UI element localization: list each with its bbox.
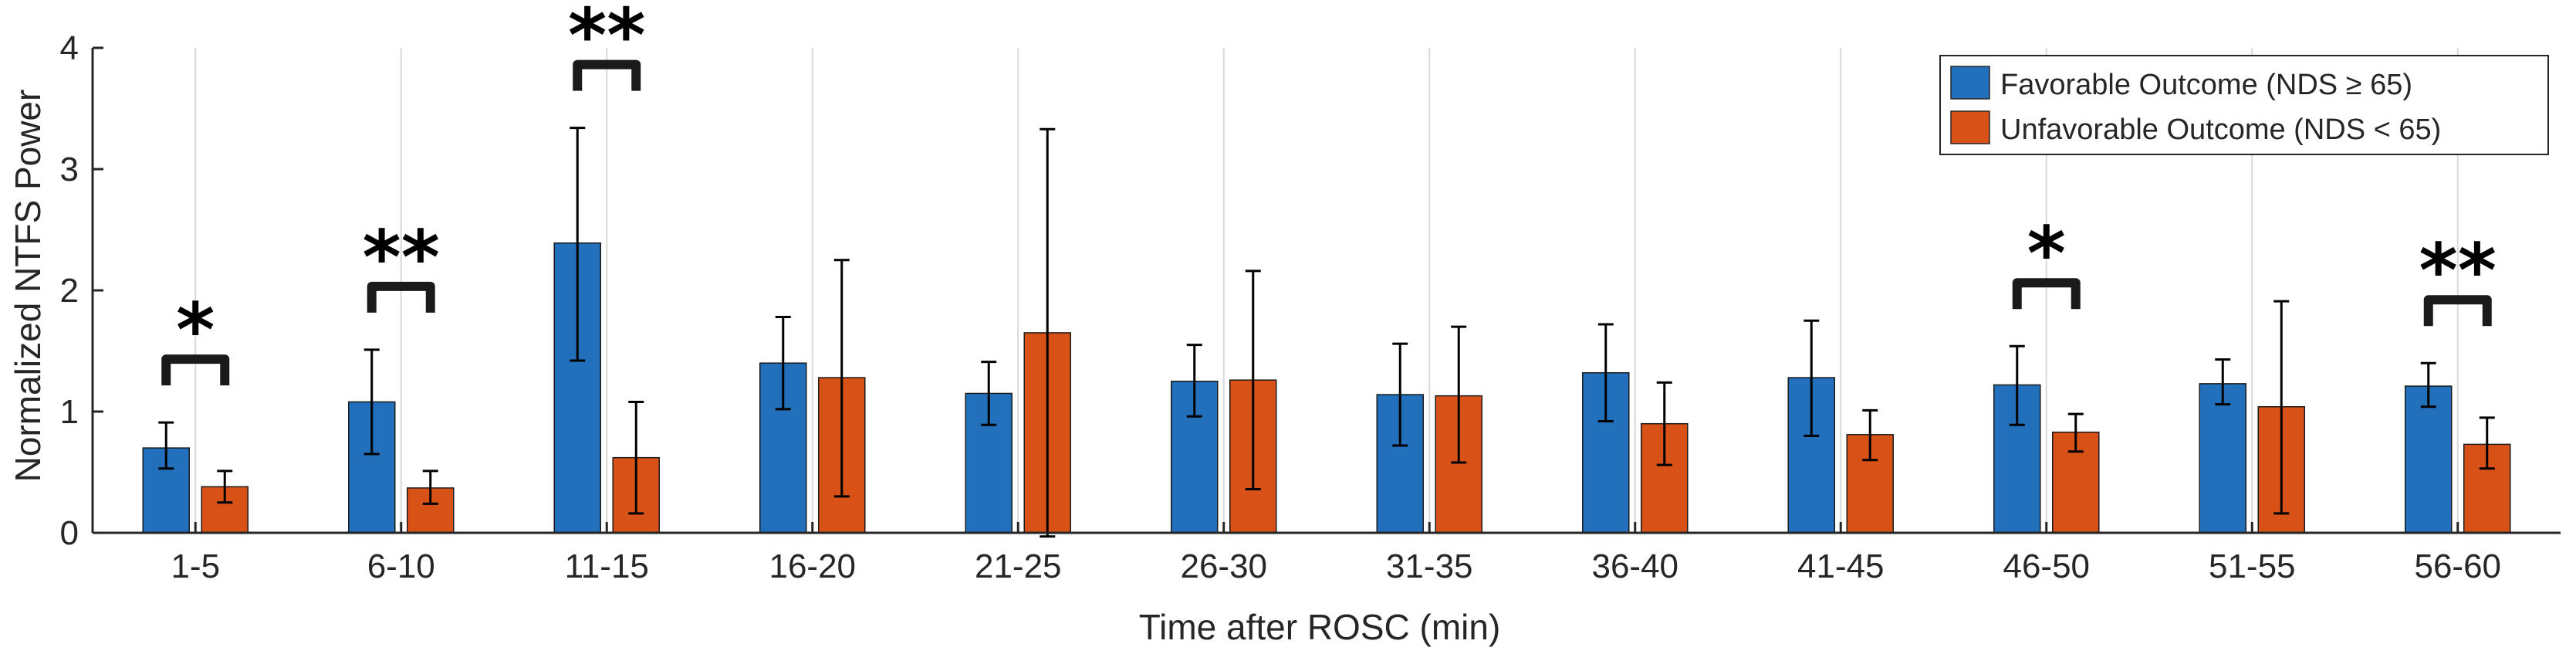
y-tick-label: 1	[60, 393, 79, 431]
legend-box	[1939, 55, 2549, 155]
significance-bracket	[2012, 278, 2081, 310]
y-tick-label: 3	[60, 151, 79, 188]
legend: Favorable Outcome (NDS ≥ 65) Unfavorable…	[1939, 55, 2549, 155]
x-tick-label: 1-5	[171, 547, 220, 585]
x-tick-label: 16-20	[769, 547, 856, 585]
x-tick-label: 11-15	[565, 547, 649, 585]
bar-favorable	[2405, 385, 2453, 534]
significance-marker: **	[2419, 228, 2497, 314]
significance-bracket	[161, 354, 230, 386]
axes: 0 1 2 3 4 1-5 6-10 11-15 16-20 21-25 26-30 31-35 36-…	[60, 29, 2561, 585]
bar-favorable	[2199, 383, 2246, 534]
legend-label-favorable: Favorable Outcome (NDS ≥ 65)	[2000, 69, 2412, 101]
x-tick-label: 21-25	[975, 547, 1062, 585]
significance-marker: *	[176, 287, 215, 374]
x-tick-label: 41-45	[1797, 547, 1885, 585]
legend-swatch-unfavorable	[1950, 110, 1990, 144]
legend-label-unfavorable: Unfavorable Outcome (NDS < 65)	[2000, 114, 2441, 146]
error-bars-group	[158, 127, 2495, 538]
x-tick-label: 6-10	[367, 547, 435, 585]
x-tick-label: 31-35	[1386, 547, 1473, 585]
x-tick-label: 46-50	[2003, 547, 2090, 585]
significance-bracket	[573, 59, 641, 91]
legend-swatch-favorable	[1950, 66, 1990, 100]
y-axis-label: Normalized NTFS Power	[8, 90, 48, 483]
x-axis-label: Time after ROSC (min)	[1139, 607, 1501, 647]
significance-marker: **	[568, 0, 645, 80]
y-tick-label: 0	[60, 514, 79, 552]
y-tick-label: 4	[60, 29, 79, 67]
significance-bracket	[2423, 295, 2492, 327]
x-tick-label: 36-40	[1591, 547, 1678, 585]
significance-marker: *	[2027, 211, 2066, 297]
x-tick-label: 51-55	[2209, 547, 2296, 585]
y-tick-label: 2	[60, 272, 79, 310]
x-tick-label: 26-30	[1180, 547, 1267, 585]
significance-marker: **	[363, 215, 440, 301]
significance-group: ****** **	[161, 0, 2497, 386]
x-tick-label: 56-60	[2414, 547, 2501, 585]
significance-bracket	[367, 281, 435, 313]
